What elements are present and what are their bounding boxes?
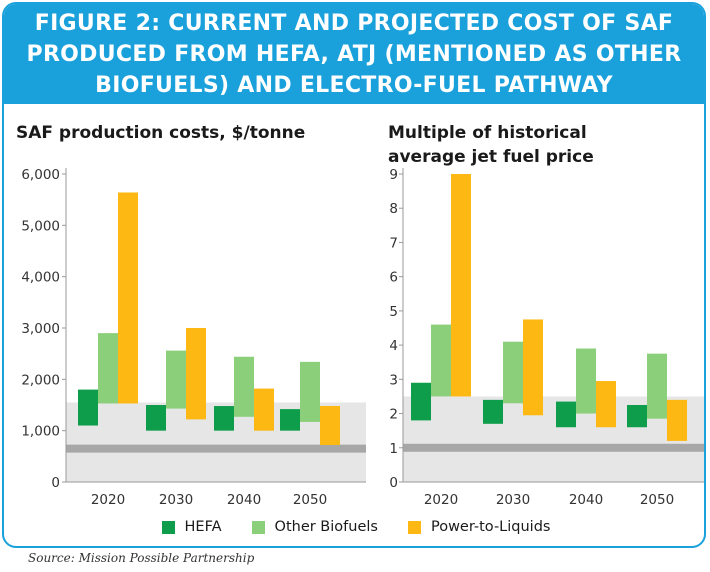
legend-swatch-hefa <box>161 520 175 534</box>
right-y-tick-label: 5 <box>389 304 398 320</box>
right-bar-power-to-liquids-2020 <box>451 174 471 397</box>
figure-title-line-1: FIGURE 2: CURRENT AND PROJECTED COST OF … <box>34 10 674 36</box>
left-y-tick-label: 0 <box>51 475 60 491</box>
legend-item-hefa: HEFA <box>161 519 222 535</box>
left-x-tick-label: 2020 <box>91 492 125 508</box>
right-bar-other-biofuels-2020 <box>431 324 451 397</box>
legend-item-other-biofuels: Other Biofuels <box>251 519 378 535</box>
left-bar-other-biofuels-2050 <box>300 361 320 422</box>
right-bar-hefa-2050 <box>627 405 647 428</box>
left-y-tick-label: 4,000 <box>21 270 60 286</box>
left-bar-other-biofuels-2030 <box>166 350 186 409</box>
right-chart-title-line-2: average jet fuel price <box>388 147 594 167</box>
figure-banner: FIGURE 2: CURRENT AND PROJECTED COST OF … <box>4 4 704 104</box>
left-x-tick-label: 2040 <box>227 492 261 508</box>
right-y-tick-label: 3 <box>389 372 398 388</box>
right-bar-hefa-2020 <box>411 382 431 421</box>
left-bar-other-biofuels-2020 <box>98 333 118 404</box>
legend-item-power-to-liquids: Power-to-Liquids <box>407 519 551 535</box>
right-y-tick-label: 0 <box>389 475 398 491</box>
left-x-tick-label: 2030 <box>159 492 193 508</box>
figure-title: FIGURE 2: CURRENT AND PROJECTED COST OF … <box>13 8 696 101</box>
right-y-tick-label: 2 <box>389 407 398 423</box>
left-bar-hefa-2040 <box>214 406 234 431</box>
right-bar-other-biofuels-2030 <box>503 341 523 404</box>
left-bar-other-biofuels-2040 <box>234 356 254 417</box>
right-reference-line <box>403 443 704 452</box>
left-bar-hefa-2020 <box>78 389 98 426</box>
legend-swatch-other-biofuels <box>251 520 265 534</box>
legend-swatch-power-to-liquids <box>407 520 421 534</box>
right-bar-power-to-liquids-2050 <box>667 399 687 441</box>
right-bar-power-to-liquids-2030 <box>523 319 543 416</box>
right-bar-other-biofuels-2040 <box>576 348 596 414</box>
legend-label-power-to-liquids: Power-to-Liquids <box>430 519 551 535</box>
left-y-tick-label: 6,000 <box>21 167 60 183</box>
figure-frame: FIGURE 2: CURRENT AND PROJECTED COST OF … <box>2 2 706 548</box>
left-reference-line <box>66 444 366 453</box>
right-x-tick-label: 2040 <box>569 492 603 508</box>
right-y-tick-label: 8 <box>389 201 398 217</box>
right-bar-power-to-liquids-2040 <box>596 381 616 428</box>
left-bar-power-to-liquids-2020 <box>118 192 138 404</box>
left-bar-power-to-liquids-2050 <box>320 406 340 446</box>
right-bar-hefa-2030 <box>483 399 503 424</box>
right-y-tick-label: 9 <box>389 167 398 183</box>
left-y-tick-label: 5,000 <box>21 218 60 234</box>
left-bar-hefa-2050 <box>280 409 300 431</box>
source-note: Source: Mission Possible Partnership <box>28 551 255 565</box>
charts-canvas: 0 1,000 2,000 3,000 4,000 5,000 6,000 2020 2030 2… <box>21 167 704 508</box>
right-y-tick-label: 1 <box>389 441 398 457</box>
right-x-tick-label: 2050 <box>640 492 674 508</box>
right-x-tick-label: 2030 <box>496 492 530 508</box>
figure-title-line-2: PRODUCED FROM HEFA, ATJ (MENTIONED AS OT… <box>26 41 682 67</box>
left-y-tick-label: 1,000 <box>21 424 60 440</box>
legend-label-hefa: HEFA <box>184 519 222 535</box>
legend-label-other-biofuels: Other Biofuels <box>274 519 378 535</box>
left-x-tick-label: 2050 <box>293 492 327 508</box>
right-chart-title: Multiple of historical average jet fuel … <box>388 121 594 169</box>
right-y-tick-label: 7 <box>389 235 398 251</box>
right-y-tick-label: 6 <box>389 270 398 286</box>
left-chart-title: SAF production costs, $/tonne <box>16 123 306 143</box>
left-y-tick-label: 3,000 <box>21 321 60 337</box>
figure-title-line-3: BIOFUELS) AND ELECTRO-FUEL PATHWAY <box>95 72 613 98</box>
right-x-tick-label: 2020 <box>424 492 458 508</box>
legend: HEFA Other Biofuels Power-to-Liquids <box>4 514 704 540</box>
right-bar-other-biofuels-2050 <box>647 353 667 419</box>
left-bar-power-to-liquids-2030 <box>186 328 206 420</box>
left-bar-hefa-2030 <box>146 405 166 431</box>
right-y-tick-label: 4 <box>389 338 398 354</box>
right-bar-hefa-2040 <box>556 401 576 428</box>
right-chart-title-line-1: Multiple of historical <box>388 123 587 143</box>
left-bar-power-to-liquids-2040 <box>254 388 274 431</box>
left-y-tick-label: 2,000 <box>21 372 60 388</box>
